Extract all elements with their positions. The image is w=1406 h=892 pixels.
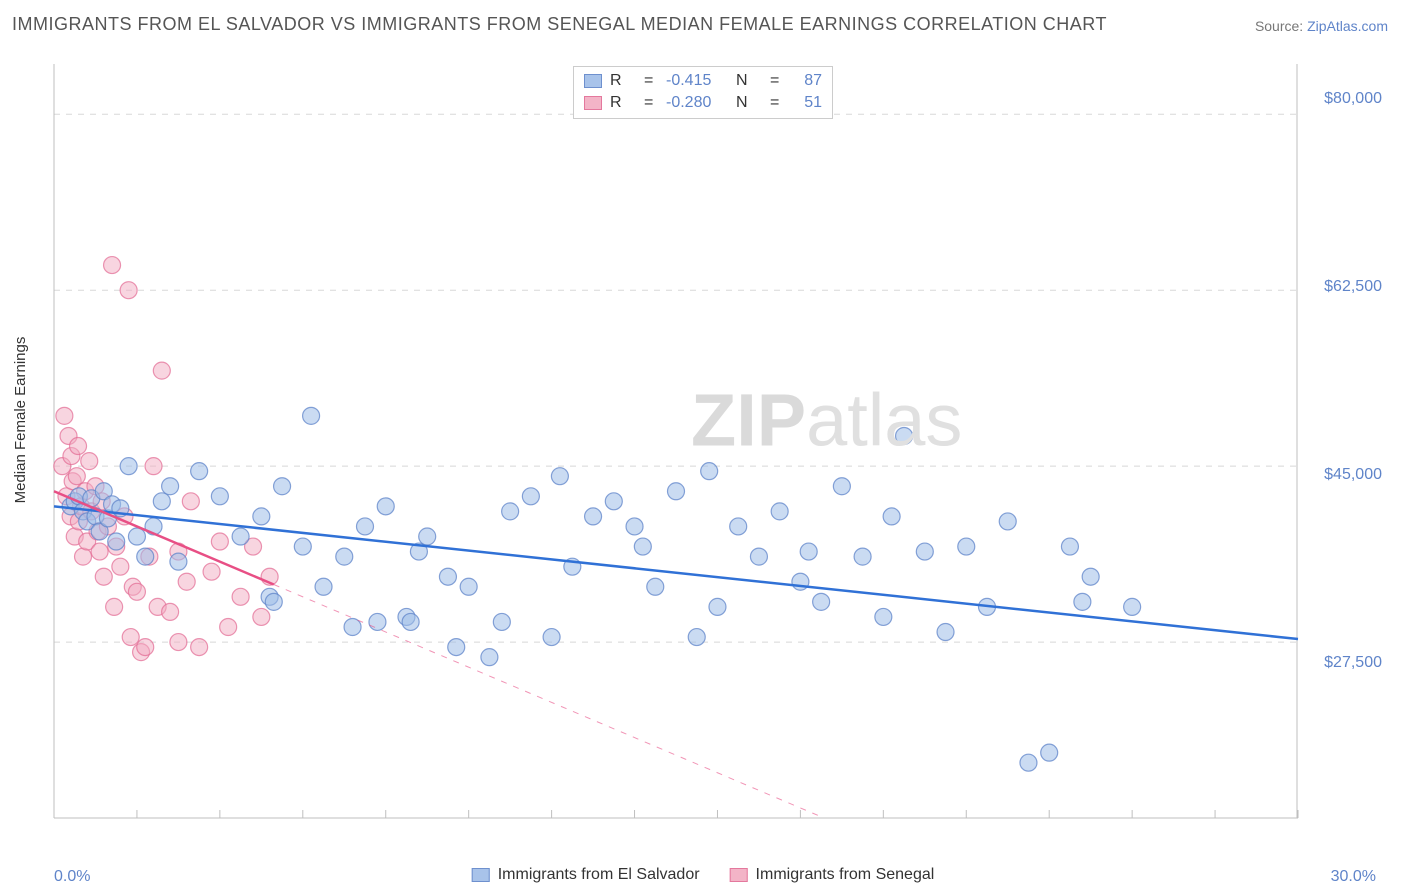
stats-row-series-1: R = -0.280 N = 51: [584, 92, 822, 114]
plot-area: ZIPatlas: [48, 62, 1304, 824]
chart-title: IMMIGRANTS FROM EL SALVADOR VS IMMIGRANT…: [12, 14, 1107, 35]
x-tick-label: 0.0%: [54, 868, 90, 886]
swatch-series-0: [584, 74, 602, 88]
legend-item-1: Immigrants from Senegal: [730, 866, 935, 884]
y-tick-label: $45,000: [1324, 466, 1382, 484]
y-tick-label: $62,500: [1324, 278, 1382, 296]
swatch-series-0: [472, 868, 490, 882]
stat-letter: N: [736, 92, 762, 114]
series-legend: Immigrants from El Salvador Immigrants f…: [472, 866, 935, 884]
r-value-0: -0.415: [666, 70, 728, 92]
x-tick-label: 30.0%: [1331, 868, 1376, 886]
swatch-series-1: [584, 96, 602, 110]
n-value-1: 51: [792, 92, 822, 114]
equals-sign: =: [644, 92, 658, 114]
watermark-atlas: atlas: [806, 379, 962, 462]
equals-sign: =: [770, 70, 784, 92]
y-tick-label: $80,000: [1324, 90, 1382, 108]
watermark-zip: ZIP: [691, 379, 806, 462]
legend-label-1: Immigrants from Senegal: [756, 866, 935, 884]
equals-sign: =: [770, 92, 784, 114]
legend-label-0: Immigrants from El Salvador: [498, 866, 700, 884]
source-label: Source:: [1255, 18, 1303, 34]
watermark: ZIPatlas: [691, 378, 962, 463]
scatter-chart: [48, 62, 1304, 824]
y-axis-label: Median Female Earnings: [12, 337, 29, 504]
stat-letter: R: [610, 70, 636, 92]
legend-item-0: Immigrants from El Salvador: [472, 866, 700, 884]
stats-legend: R = -0.415 N = 87 R = -0.280 N = 51: [573, 66, 833, 119]
equals-sign: =: [644, 70, 658, 92]
swatch-series-1: [730, 868, 748, 882]
source-link[interactable]: ZipAtlas.com: [1307, 18, 1388, 34]
r-value-1: -0.280: [666, 92, 728, 114]
stat-letter: N: [736, 70, 762, 92]
n-value-0: 87: [792, 70, 822, 92]
y-tick-label: $27,500: [1324, 654, 1382, 672]
source-attribution: Source: ZipAtlas.com: [1255, 18, 1388, 34]
stat-letter: R: [610, 92, 636, 114]
stats-row-series-0: R = -0.415 N = 87: [584, 70, 822, 92]
